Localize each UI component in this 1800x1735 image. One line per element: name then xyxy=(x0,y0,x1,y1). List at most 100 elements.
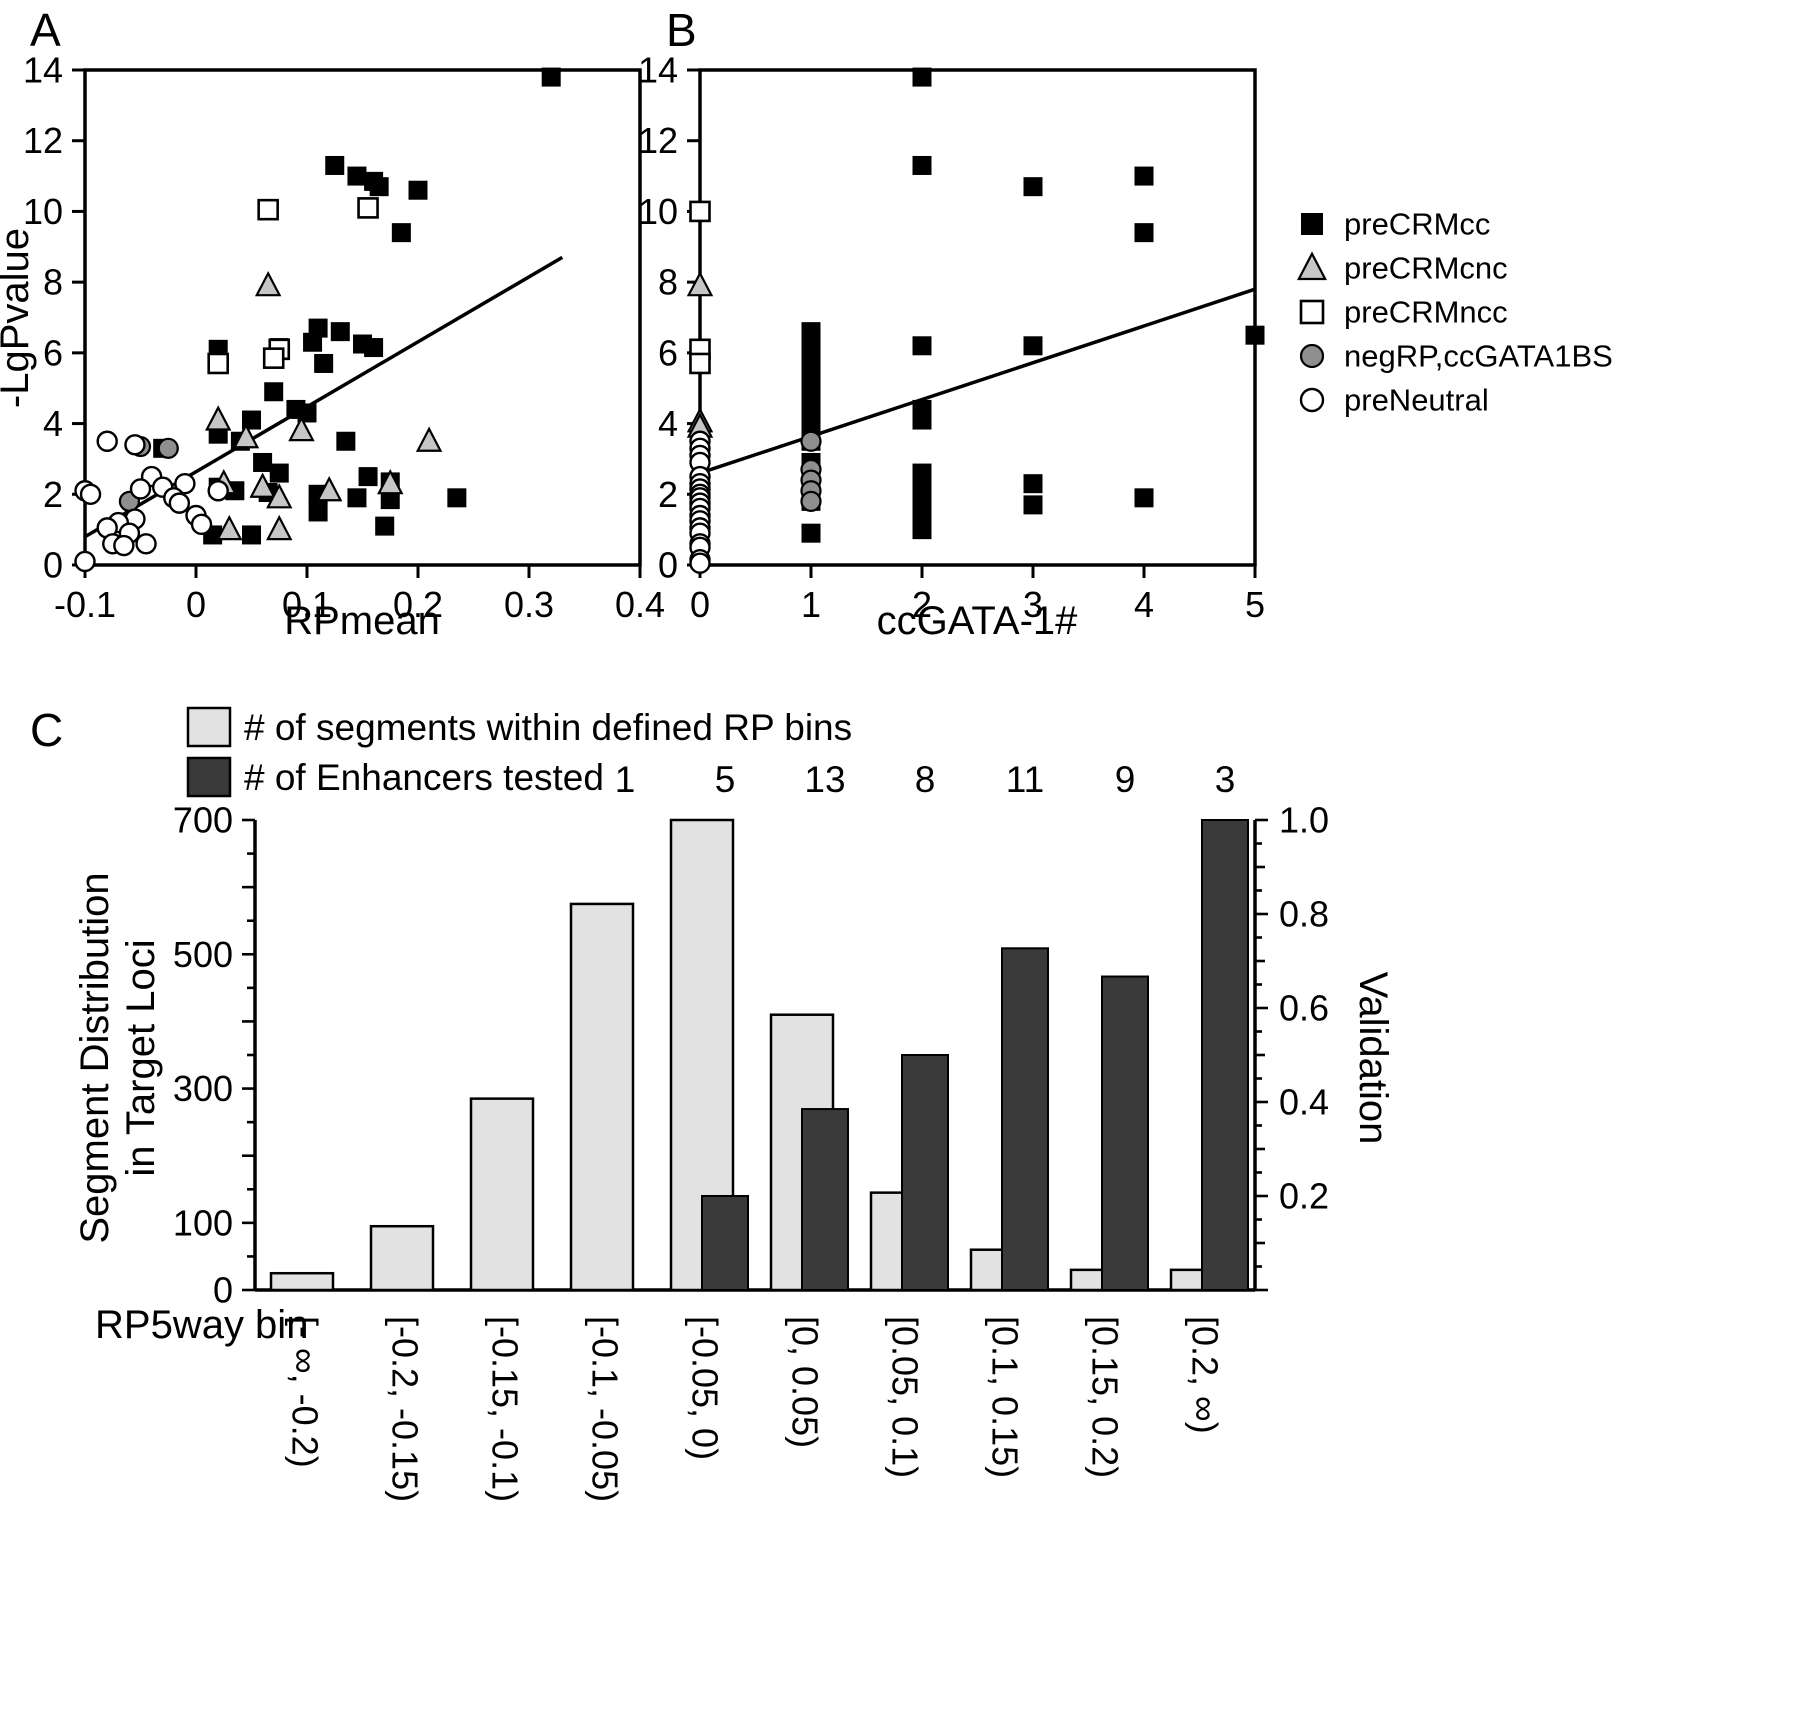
y-tick-label: 4 xyxy=(658,403,678,444)
marker-gray-triangle xyxy=(216,514,243,541)
marker-open-circle xyxy=(129,478,152,500)
segments-legend-swatch xyxy=(186,706,232,748)
c-left-axis-title-line1: Segment Distribution xyxy=(73,872,117,1243)
marker-filled-square xyxy=(1245,325,1265,345)
right-tick-label: 1.0 xyxy=(1279,800,1329,841)
marker-open-square xyxy=(262,347,285,369)
marker-filled-square xyxy=(912,336,932,356)
marker-gray-circle xyxy=(157,437,179,459)
marker-filled-square xyxy=(347,166,367,186)
legend-label: preNeutral xyxy=(1344,383,1489,418)
bin-label: [0.15, 0.2) xyxy=(1085,1316,1126,1478)
marker-filled-square xyxy=(1023,336,1043,356)
marker-open-circle xyxy=(79,483,102,505)
enhancers-count: 9 xyxy=(1115,759,1136,800)
marker-gray-triangle xyxy=(204,405,232,431)
series-preCRMncc xyxy=(207,197,379,375)
marker-filled-square xyxy=(1134,166,1154,186)
marker-gray-triangle xyxy=(249,472,276,498)
right-tick-label: 0.4 xyxy=(1279,1082,1329,1123)
marker-filled-square xyxy=(912,520,932,540)
c-x-axis-title: RP5way bin xyxy=(95,1303,308,1347)
y-tick-label: 12 xyxy=(638,120,678,161)
legend-label: preCRMcnc xyxy=(1344,251,1508,286)
segments-legend-label: # of segments within defined RP bins xyxy=(244,707,852,748)
legend-label: preCRMncc xyxy=(1344,295,1508,330)
marker-open-square xyxy=(689,352,711,375)
legend-item: preNeutral xyxy=(1299,383,1489,418)
marker-filled-square xyxy=(314,353,334,373)
marker-filled-square xyxy=(1134,488,1154,508)
x-tick-label: 0.4 xyxy=(615,584,665,625)
segments-bar xyxy=(469,1097,535,1292)
marker-gray-triangle xyxy=(266,483,293,509)
panel-c-plot: 0 100 300 500 700 0.2 0.4 0.6 0.8 1.0 [- ∞, -0.2) [… xyxy=(173,759,1329,1502)
marker-open-square xyxy=(357,197,379,219)
validation-bar xyxy=(1201,819,1249,1291)
marker-gray-triangle xyxy=(377,468,404,495)
x-tick-label: 1 xyxy=(801,584,821,625)
a-y-axis-title: -LgPvalue xyxy=(0,228,37,408)
marker-filled-square xyxy=(347,488,367,508)
scatter-legend: preCRMcc preCRMcnc preCRMncc negRP,ccGATA1B… xyxy=(1296,207,1613,418)
enhancers-legend-label: # of Enhancers tested xyxy=(244,757,604,798)
legend-item: preCRMcnc xyxy=(1296,251,1508,286)
series-preCRMcc xyxy=(801,67,1265,543)
marker-filled-square xyxy=(269,463,289,483)
y-tick-label: 0 xyxy=(658,545,678,586)
panel-a-label: A xyxy=(30,4,61,56)
left-tick-label: 0 xyxy=(213,1270,233,1311)
marker-filled-square xyxy=(308,502,328,522)
marker-filled-square xyxy=(912,67,932,87)
marker-open-circle xyxy=(124,434,146,456)
left-tick-label: 700 xyxy=(173,800,233,841)
series-preNeutral xyxy=(689,430,711,574)
marker-open-circle xyxy=(168,492,191,514)
marker-gray-circle xyxy=(1299,343,1325,369)
x-tick-label: 0.2 xyxy=(393,584,443,625)
marker-open-circle xyxy=(113,534,135,557)
segments-bar xyxy=(369,1224,435,1292)
marker-open-circle xyxy=(689,552,711,574)
marker-filled-square xyxy=(801,353,821,373)
marker-open-circle xyxy=(96,430,118,452)
marker-filled-square xyxy=(380,490,400,510)
y-tick-label: 6 xyxy=(43,332,63,373)
marker-gray-triangle xyxy=(686,270,714,297)
y-tick-label: 8 xyxy=(658,262,678,303)
marker-open-square xyxy=(1299,299,1325,325)
marker-gray-triangle xyxy=(254,270,282,297)
legend-item: preCRMncc xyxy=(1299,295,1508,330)
y-tick-label: 14 xyxy=(23,50,63,91)
marker-open-circle xyxy=(190,513,213,536)
y-tick-label: 10 xyxy=(638,191,678,232)
x-tick-label: -0.1 xyxy=(54,584,116,625)
marker-filled-square xyxy=(358,467,378,487)
marker-filled-square xyxy=(330,322,350,342)
y-tick-label: 0 xyxy=(43,545,63,586)
x-tick-label: 0.1 xyxy=(282,584,332,625)
enhancers-count: 13 xyxy=(804,759,845,800)
marker-gray-triangle xyxy=(232,422,260,449)
marker-open-circle xyxy=(207,480,229,502)
marker-open-circle xyxy=(74,550,96,573)
bin-label: [0.2, ∞) xyxy=(1185,1316,1226,1434)
series-negRP,ccGATA1BS xyxy=(800,430,822,512)
marker-filled-square xyxy=(369,177,389,197)
marker-filled-square xyxy=(1023,177,1043,197)
marker-gray-triangle xyxy=(1296,251,1328,281)
legend-item: preCRMcc xyxy=(1301,207,1490,242)
marker-open-square xyxy=(207,352,229,375)
x-tick-label: 2 xyxy=(912,584,932,625)
y-tick-label: 2 xyxy=(43,474,63,515)
marker-filled-square xyxy=(375,516,395,536)
marker-gray-circle xyxy=(800,430,822,452)
marker-filled-square xyxy=(801,523,821,543)
segments-bar xyxy=(569,902,635,1292)
plot-frame xyxy=(83,68,642,567)
marker-filled-square xyxy=(912,155,932,175)
validation-bar xyxy=(701,1195,749,1291)
